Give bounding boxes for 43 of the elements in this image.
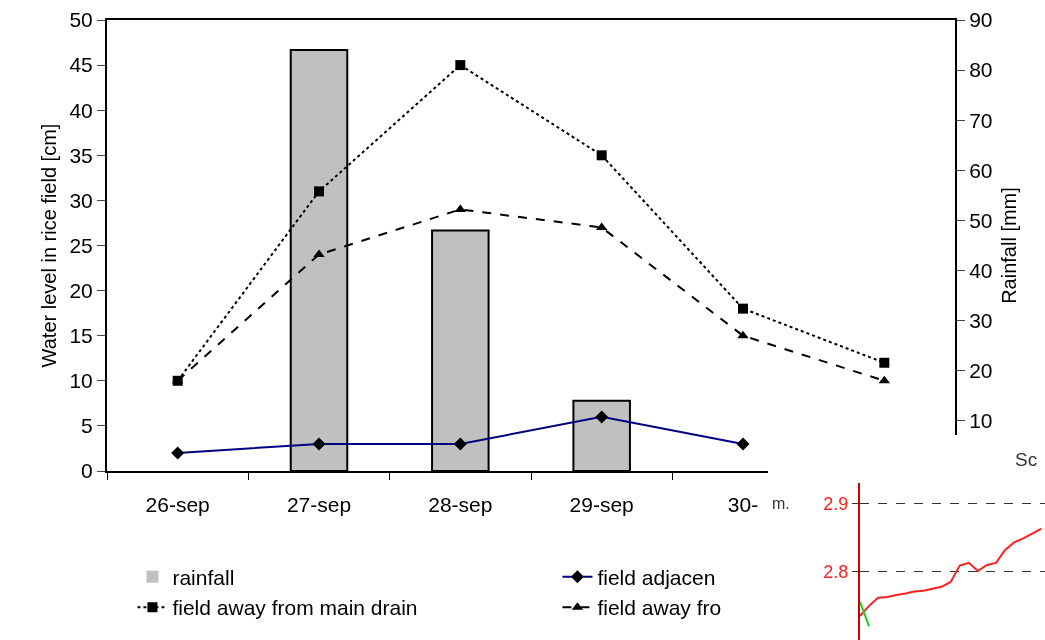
y2-tick-label: 80 <box>969 58 993 82</box>
x-tick-label: 30- <box>727 493 759 517</box>
y-tick-label: 20 <box>69 278 93 302</box>
y-axis-title: Water level in rice field [cm] <box>38 123 60 368</box>
y-tick-label: 0 <box>81 459 93 483</box>
y-axis-title: m. <box>772 495 790 512</box>
y2-tick-label: 30 <box>969 309 993 333</box>
x-tick-label: 26-sep <box>145 493 210 517</box>
point <box>455 60 466 71</box>
y-tick-label: 30 <box>69 188 93 212</box>
point <box>879 357 890 368</box>
y-tick-label: 10 <box>69 369 93 393</box>
line-series <box>860 527 1043 618</box>
y2-tick-label: 50 <box>969 208 993 232</box>
y-tick-label: 45 <box>69 53 93 77</box>
point <box>738 303 748 314</box>
y-tick-label: 5 <box>81 414 93 438</box>
x-tick-label: 28-sep <box>428 493 493 517</box>
legend-label: field away fro <box>597 596 722 620</box>
x-tick-label: 29-sep <box>569 493 634 517</box>
legend-label: rainfall <box>172 566 235 590</box>
y-tick-label: 25 <box>69 233 93 257</box>
point <box>737 330 749 339</box>
y2-tick-label: 40 <box>969 258 993 282</box>
y-tick-label: 2.9 <box>823 493 849 514</box>
y-tick-label: 15 <box>69 324 93 348</box>
point <box>596 150 607 161</box>
chart-title: Sc <box>1015 449 1038 470</box>
y-tick-label: 35 <box>69 143 93 167</box>
y-tick-label: 40 <box>69 98 93 122</box>
y2-tick-label: 60 <box>969 158 993 182</box>
y2-tick-label: 20 <box>969 359 993 383</box>
point <box>313 249 325 258</box>
y2-tick-label: 10 <box>969 409 993 433</box>
y2-tick-label: 70 <box>969 108 993 132</box>
legend-label: field away from main drain <box>172 596 418 620</box>
x-tick-label: 27-sep <box>286 493 352 517</box>
y2-tick-label: 90 <box>969 8 993 32</box>
y-tick-label: 2.8 <box>823 562 849 583</box>
y-tick-label: 50 <box>69 8 93 32</box>
legend-label: field adjacen <box>597 566 716 590</box>
y2-axis-title: Rainfall [mm] <box>998 187 1020 304</box>
point <box>314 186 324 197</box>
